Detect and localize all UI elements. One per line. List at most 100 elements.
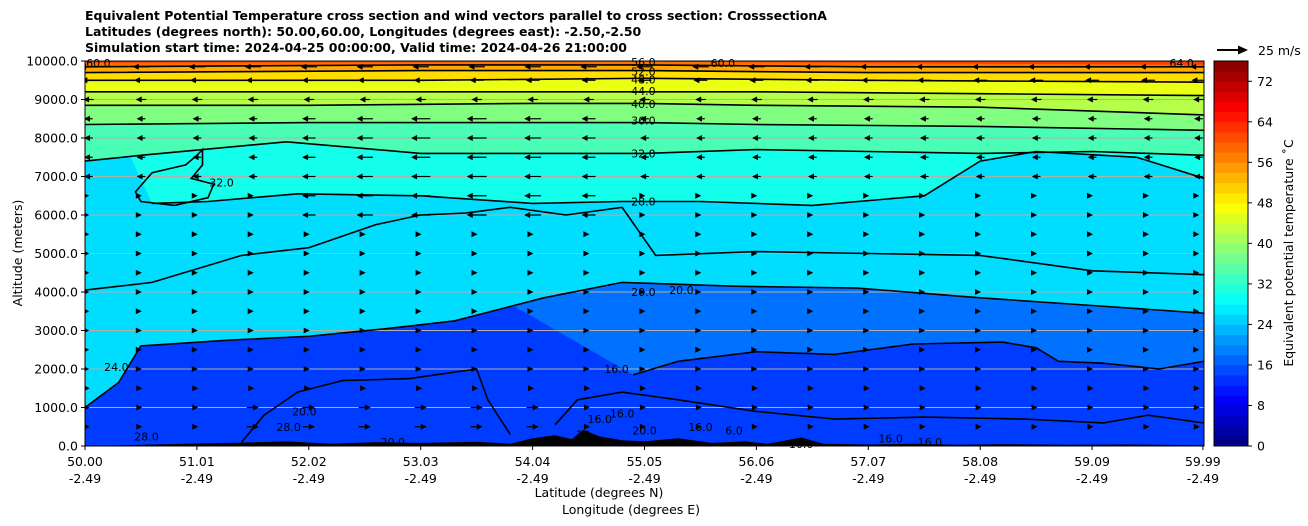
wind-vector (975, 308, 982, 315)
colorbar-segment (1214, 263, 1248, 275)
wind-vector (580, 63, 597, 70)
wind-vector (1194, 135, 1203, 141)
colorbar-segment (1214, 111, 1248, 123)
wind-vector (415, 327, 422, 334)
colorbar-segment (1214, 192, 1248, 204)
wind-vector (303, 250, 310, 257)
wind-vector (85, 173, 93, 180)
wind-vector (1086, 308, 1093, 315)
wind-vector (527, 346, 534, 353)
wind-vector (1030, 96, 1042, 103)
wind-vector (1031, 135, 1041, 141)
wind-vector (863, 423, 870, 430)
wind-vector (975, 366, 982, 372)
colorbar-segment (1214, 415, 1248, 427)
wind-vector (135, 327, 142, 334)
wind-vector (1031, 366, 1038, 372)
wind-vector (751, 308, 758, 315)
wind-vector (192, 154, 202, 161)
wind-vector (192, 173, 202, 180)
wind-vector (695, 212, 702, 218)
wind-vector (1086, 289, 1093, 295)
wind-vector (863, 327, 870, 334)
wind-vector (1142, 327, 1149, 334)
x-tick-label-lat: 50.00 (67, 454, 103, 469)
wind-vector (191, 96, 203, 103)
wind-vector (525, 77, 540, 84)
y-tick-label: 3000.0 (34, 323, 78, 338)
wind-vector (135, 96, 147, 103)
y-tick-label: 1000.0 (34, 400, 78, 415)
wind-vector (919, 404, 926, 411)
wind-vector (863, 308, 870, 315)
contour-label: 20.0 (292, 405, 317, 418)
wind-vector (807, 192, 814, 199)
wind-vector (581, 77, 596, 84)
wind-vector (1194, 173, 1203, 180)
wind-vector (1139, 63, 1157, 70)
wind-vector (360, 385, 367, 392)
wind-vector (863, 289, 870, 295)
wind-vector (244, 63, 262, 70)
wind-vector (1087, 385, 1094, 392)
wind-vector (583, 96, 594, 103)
wind-vector (524, 192, 542, 199)
x-tick-label-lon: -2.49 (740, 471, 772, 486)
wind-vector (302, 404, 315, 411)
wind-vector (466, 173, 487, 180)
wind-vector (1143, 423, 1150, 430)
wind-vector (1143, 404, 1150, 411)
wind-vector (415, 366, 422, 372)
colorbar-segment (1214, 425, 1248, 437)
wind-vector (863, 346, 870, 353)
wind-vector (247, 289, 254, 295)
wind-vector (581, 192, 596, 199)
colorbar-segment (1214, 162, 1248, 173)
colorbar-frame (1213, 60, 1249, 447)
contour-label: 16.0 (688, 421, 713, 434)
wind-vector (639, 327, 646, 334)
colorbar-tick-label: 32 (1257, 276, 1273, 291)
wind-vector (583, 404, 590, 411)
terrain-layer (85, 429, 1204, 446)
wind-vector (919, 135, 929, 141)
wind-vector (863, 404, 870, 411)
contour-label: 24.0 (104, 361, 129, 374)
wind-vector (135, 289, 142, 295)
colorbar-tick-label: 56 (1257, 155, 1273, 170)
wind-vector (415, 289, 422, 295)
wind-vector (356, 154, 373, 161)
wind-vector (247, 231, 254, 238)
wind-vector (524, 173, 542, 180)
contour-line-44 (85, 91, 1204, 97)
wind-vector (695, 250, 702, 257)
wind-vector (246, 423, 259, 430)
wind-vector (1142, 269, 1149, 276)
wind-vector (807, 173, 817, 180)
wind-vector (1193, 231, 1200, 238)
wind-vector (581, 212, 596, 218)
wind-vector (975, 327, 982, 334)
wind-vector (359, 308, 366, 315)
wind-vector (1029, 77, 1044, 84)
wind-vector (696, 154, 705, 161)
wind-vector (583, 385, 590, 392)
contour-label: 16.0 (587, 413, 612, 426)
wind-vector (359, 231, 366, 238)
wind-vector (975, 192, 982, 199)
wind-vector (1031, 173, 1041, 180)
wind-vector (412, 63, 429, 70)
colorbar-segment (1214, 314, 1248, 325)
wind-vector (639, 289, 646, 295)
wind-vector (1083, 63, 1101, 70)
wind-vector (527, 289, 534, 295)
wind-vector (248, 135, 258, 141)
wind-vector (302, 115, 316, 122)
wind-vector (191, 212, 198, 218)
wind-vector (303, 308, 310, 315)
wind-vector (1087, 135, 1097, 141)
wind-vector (696, 173, 705, 180)
wind-vector (1190, 63, 1204, 70)
wind-vector (751, 346, 758, 353)
colorbar-segment (1214, 172, 1248, 184)
